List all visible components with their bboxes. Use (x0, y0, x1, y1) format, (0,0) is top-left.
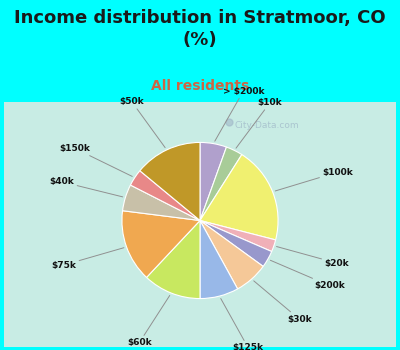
Wedge shape (200, 155, 278, 240)
Text: > $200k: > $200k (215, 86, 264, 141)
Text: Income distribution in Stratmoor, CO
(%): Income distribution in Stratmoor, CO (%) (14, 9, 386, 49)
FancyBboxPatch shape (4, 102, 396, 346)
Wedge shape (200, 147, 242, 220)
Text: $150k: $150k (59, 144, 132, 176)
Wedge shape (200, 142, 226, 220)
Wedge shape (200, 220, 276, 252)
Text: $50k: $50k (120, 97, 165, 148)
Wedge shape (146, 220, 200, 299)
Wedge shape (200, 220, 263, 289)
Text: $100k: $100k (275, 168, 353, 191)
Wedge shape (200, 220, 238, 299)
Text: $40k: $40k (50, 177, 123, 197)
Text: $125k: $125k (221, 299, 264, 350)
Text: $10k: $10k (236, 98, 282, 148)
Wedge shape (140, 142, 200, 220)
Wedge shape (200, 220, 272, 266)
Text: $20k: $20k (276, 246, 349, 267)
Wedge shape (122, 211, 200, 278)
Text: $60k: $60k (127, 295, 170, 347)
Text: City-Data.com: City-Data.com (234, 121, 299, 130)
Text: $75k: $75k (52, 248, 124, 270)
Wedge shape (122, 185, 200, 220)
Wedge shape (130, 171, 200, 220)
Text: $200k: $200k (270, 260, 345, 290)
Text: $30k: $30k (254, 281, 312, 323)
Text: All residents: All residents (151, 79, 249, 93)
